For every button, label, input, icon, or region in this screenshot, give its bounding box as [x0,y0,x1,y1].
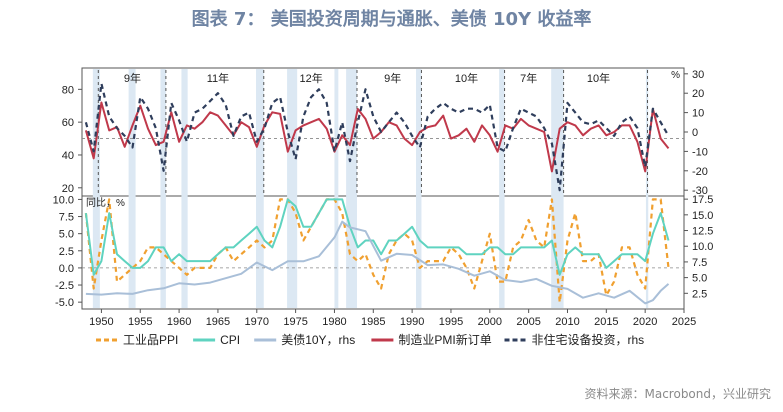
source-note: 资料来源：Macrobond，兴业研究 [584,387,772,401]
series-line-0-0 [84,101,670,173]
x-tick-label: 2025 [672,316,696,328]
x-tick-label: 2020 [633,316,657,328]
x-tick-label: 2005 [516,316,540,328]
cycle-label: 12年 [300,71,323,85]
recession-band [346,69,357,308]
series-line-1-0 [84,198,670,304]
cycle-label: 9年 [384,71,401,85]
x-tick-label: 2000 [478,316,502,328]
x-tick-label: 1990 [400,316,424,328]
y-tick-label: -5.0 [55,297,74,309]
chart-title: 图表 7： 美国投资周期与通胀、美债 10Y 收益率 [191,9,592,30]
cycle-label: 11年 [207,71,229,85]
y-right-tick-label: 12.5 [692,226,713,238]
legend: 工业品PPI CPI 美债10Y，rhs 制造业PMI新订单 非住宅设备投资，rhs [96,332,644,347]
y-left-unit: 同比，% [86,197,125,209]
series-line-1-1 [84,198,670,276]
series-line-0-1 [84,82,670,192]
recession-band [92,69,100,308]
recession-band [334,69,339,308]
legend-label: 工业品PPI [123,333,178,347]
y-right-tick-label: 15.0 [692,210,713,222]
y-right-tick-label: -10 [692,146,708,158]
recession-bands [92,69,649,308]
recession-band [499,69,505,308]
x-tick-label: 1950 [89,316,113,328]
x-tick-label: 2010 [555,316,579,328]
y-tick-label: 80 [62,84,74,96]
x-tick-label: 1985 [361,316,385,328]
y-right-tick-label: -20 [692,166,708,178]
cycle-divider-lines [82,70,684,269]
y-tick-label: 40 [62,150,74,162]
y-tick-label: 60 [62,117,74,129]
x-tick-label: 2015 [594,316,618,328]
top-panel-frame [81,67,685,197]
legend-label: 非住宅设备投资，rhs [532,332,645,347]
legend-label: 制造业PMI新订单 [398,332,491,347]
y-right-tick-label: 17.5 [692,194,713,206]
y-right-tick-label: 10 [692,108,704,120]
y-right-tick-label: 30 [692,69,704,81]
y-right-tick-label: 20 [692,88,704,100]
y-tick-label: -2.5 [55,280,74,292]
cycle-label: 7年 [520,71,537,85]
recession-band [128,69,136,308]
series-lines [84,82,670,305]
y-tick-label: 20 [62,183,74,195]
y-right-tick-label: 10.0 [692,241,713,253]
bottom-panel-frame [81,195,685,310]
y-tick-label: 0.0 [59,263,74,275]
y-right-tick-label: 2.5 [692,288,707,300]
y-tick-label: 7.5 [59,212,74,224]
x-tick-label: 1975 [283,316,307,328]
y-tick-label: 10.0 [53,194,74,206]
x-tick-label: 1980 [322,316,346,328]
recession-band [255,69,264,308]
x-tick-label: 1995 [439,316,463,328]
legend-label: CPI [220,333,240,347]
y-right-tick-label: 7.5 [692,257,707,269]
recession-band [160,69,166,308]
y-right-tick-label: -30 [692,185,708,197]
recession-band [181,69,188,308]
cycle-label: 9年 [124,71,141,85]
recession-band [287,69,298,308]
x-tick-label: 1960 [167,316,191,328]
axes: 9年 11年 12年 9年 10年 7年 10年 20 40 60 80 -30 -20 -10 0 10 20… [53,69,714,328]
legend-label: 美债10Y，rhs [281,333,355,347]
recession-band [645,69,649,308]
cycle-label: 10年 [455,71,478,85]
cycle-label: 10年 [587,71,610,85]
y-right-unit: % [671,70,680,81]
x-tick-label: 1970 [245,316,269,328]
x-tick-label: 1965 [206,316,230,328]
x-tick-label: 1955 [128,316,152,328]
y-right-tick-label: 0 [692,127,698,139]
y-tick-label: 2.5 [59,246,74,258]
y-tick-label: 5.0 [59,229,74,241]
y-right-tick-label: 5.0 [692,273,707,285]
recession-band [416,69,422,308]
series-line-1-2 [85,220,670,305]
